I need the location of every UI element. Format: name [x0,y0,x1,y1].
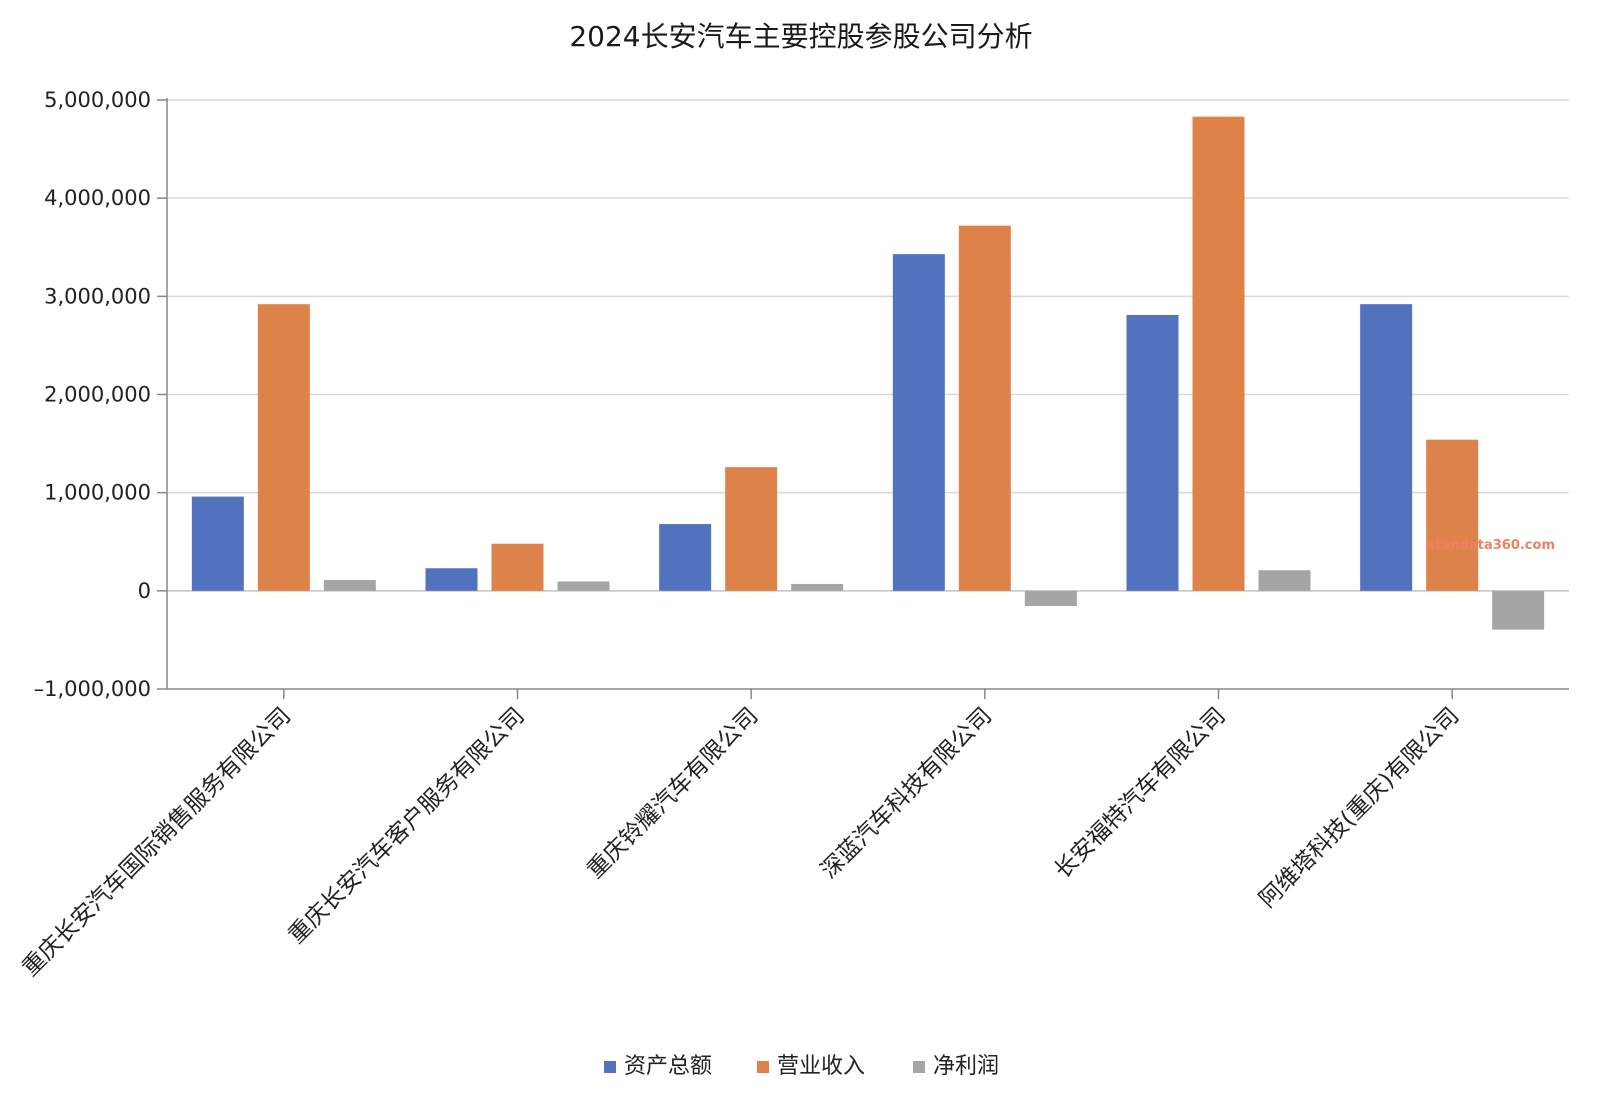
y-tick-label: –1,000,000 [34,677,151,701]
bar [659,524,712,591]
legend-label: 资产总额 [624,1054,712,1079]
y-tick-label: 4,000,000 [44,186,151,210]
bar [1492,590,1545,630]
x-tick-label: 重庆铃耀汽车有限公司 [582,703,763,884]
bar [1258,570,1311,591]
y-tick-label: 0 [138,579,151,603]
bar [1024,590,1077,607]
bar [323,580,376,591]
bar [1126,314,1179,591]
legend-label: 净利润 [933,1054,999,1079]
bar [491,543,544,591]
legend-label: 营业收入 [777,1054,865,1079]
bar [725,467,778,591]
x-tick-label: 深蓝汽车科技有限公司 [816,703,997,884]
bar [958,225,1011,591]
legend-swatch [757,1061,769,1073]
y-tick-label: 2,000,000 [44,383,151,407]
grid-lines [167,99,1569,592]
bar [257,304,310,591]
bar [892,254,945,591]
y-tick-label: 1,000,000 [44,481,151,505]
y-axis-ticks: 5,000,000 4,000,000 3,000,000 2,000,000 1,00… [34,88,167,701]
x-tick-label: 重庆长安汽车国际销售服务有限公司 [17,703,296,982]
bar [425,568,478,591]
chart-title: 2024长安汽车主要控股参股公司分析 [569,20,1032,53]
watermark-text: standata360.com [1428,538,1555,553]
x-tick-label: 重庆长安汽车客户服务有限公司 [284,703,530,949]
x-tick-label: 长安福特汽车有限公司 [1050,703,1231,884]
bar [557,581,610,591]
bar [191,496,244,591]
bar [1360,304,1413,591]
y-tick-label: 3,000,000 [44,284,151,308]
y-tick-label: 5,000,000 [44,88,151,112]
bar [791,583,844,591]
legend-swatch [604,1061,616,1073]
legend-swatch [913,1061,925,1073]
axes [166,98,1569,690]
bar [1192,116,1245,591]
legend: 资产总额 营业收入 净利润 [604,1054,999,1079]
bar [1426,439,1479,591]
bars [191,116,1545,630]
x-tick-label: 阿维塔科技(重庆)有限公司 [1254,703,1464,913]
